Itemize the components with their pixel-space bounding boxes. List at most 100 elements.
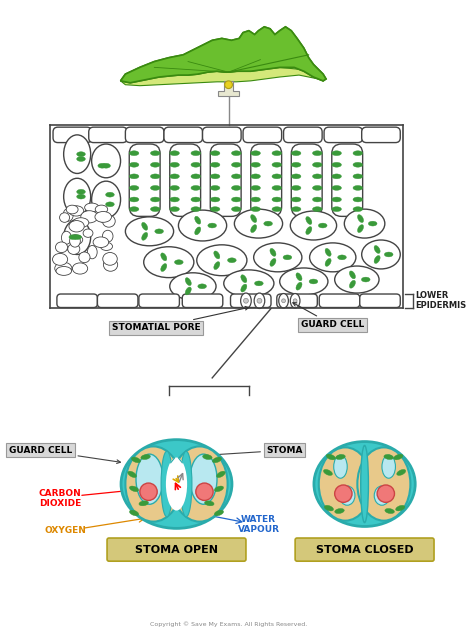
Ellipse shape	[319, 223, 327, 228]
Ellipse shape	[170, 273, 216, 300]
Ellipse shape	[93, 237, 109, 248]
Ellipse shape	[332, 207, 341, 212]
Ellipse shape	[361, 277, 370, 282]
Ellipse shape	[155, 229, 164, 234]
Ellipse shape	[63, 208, 73, 221]
Circle shape	[282, 299, 285, 303]
Ellipse shape	[272, 163, 282, 167]
Ellipse shape	[191, 174, 201, 179]
Ellipse shape	[172, 446, 228, 521]
Ellipse shape	[55, 242, 67, 253]
Ellipse shape	[70, 235, 80, 247]
FancyBboxPatch shape	[98, 294, 138, 307]
Ellipse shape	[349, 280, 356, 288]
Ellipse shape	[312, 163, 322, 167]
Ellipse shape	[129, 197, 139, 202]
Ellipse shape	[353, 197, 363, 202]
Ellipse shape	[357, 448, 410, 521]
Ellipse shape	[150, 197, 160, 202]
Ellipse shape	[210, 174, 220, 179]
Ellipse shape	[290, 211, 337, 240]
FancyBboxPatch shape	[251, 144, 282, 217]
Ellipse shape	[234, 209, 283, 238]
Ellipse shape	[264, 221, 273, 226]
Text: GUARD CELL: GUARD CELL	[293, 303, 365, 329]
Ellipse shape	[103, 253, 117, 266]
Ellipse shape	[150, 163, 160, 167]
Ellipse shape	[283, 255, 292, 260]
Ellipse shape	[251, 174, 260, 179]
Ellipse shape	[231, 197, 241, 202]
Ellipse shape	[83, 229, 93, 237]
Ellipse shape	[368, 221, 377, 226]
Ellipse shape	[326, 454, 336, 460]
Ellipse shape	[255, 281, 263, 286]
Ellipse shape	[77, 152, 85, 157]
Ellipse shape	[384, 455, 393, 460]
Ellipse shape	[292, 151, 301, 156]
Ellipse shape	[170, 197, 179, 202]
Ellipse shape	[210, 163, 220, 167]
Ellipse shape	[98, 154, 107, 159]
Ellipse shape	[129, 163, 139, 167]
Ellipse shape	[353, 186, 363, 190]
Ellipse shape	[99, 214, 110, 223]
Ellipse shape	[357, 224, 364, 233]
Ellipse shape	[332, 151, 341, 156]
Ellipse shape	[374, 486, 390, 505]
Ellipse shape	[396, 505, 405, 511]
Ellipse shape	[231, 151, 241, 156]
Ellipse shape	[161, 451, 173, 517]
Ellipse shape	[323, 469, 332, 475]
Ellipse shape	[228, 258, 236, 263]
Ellipse shape	[195, 227, 201, 235]
Ellipse shape	[251, 163, 260, 167]
Ellipse shape	[337, 255, 346, 260]
Ellipse shape	[214, 486, 224, 492]
Ellipse shape	[280, 268, 328, 295]
Ellipse shape	[70, 235, 83, 244]
Ellipse shape	[324, 505, 334, 511]
Ellipse shape	[272, 174, 282, 179]
Ellipse shape	[292, 207, 301, 212]
Ellipse shape	[69, 206, 84, 216]
Ellipse shape	[87, 209, 99, 219]
FancyBboxPatch shape	[107, 538, 246, 561]
Ellipse shape	[241, 284, 247, 292]
Ellipse shape	[335, 266, 379, 293]
Ellipse shape	[73, 263, 88, 274]
Ellipse shape	[210, 151, 220, 156]
Ellipse shape	[254, 243, 302, 272]
FancyBboxPatch shape	[182, 294, 223, 307]
Ellipse shape	[150, 151, 160, 156]
Ellipse shape	[353, 174, 363, 179]
Text: Copyright © Save My Exams. All Rights Reserved.: Copyright © Save My Exams. All Rights Re…	[150, 621, 307, 627]
Ellipse shape	[191, 163, 201, 167]
Circle shape	[225, 81, 232, 89]
Ellipse shape	[292, 197, 301, 202]
Ellipse shape	[272, 207, 282, 212]
Ellipse shape	[102, 202, 110, 207]
Ellipse shape	[64, 135, 91, 174]
Polygon shape	[120, 27, 326, 83]
Ellipse shape	[178, 210, 227, 241]
Ellipse shape	[191, 197, 201, 202]
Ellipse shape	[150, 207, 160, 212]
FancyBboxPatch shape	[89, 127, 128, 143]
Ellipse shape	[195, 216, 201, 224]
Ellipse shape	[73, 199, 82, 204]
FancyBboxPatch shape	[129, 144, 160, 217]
Circle shape	[257, 298, 262, 303]
Ellipse shape	[129, 174, 139, 179]
Ellipse shape	[292, 163, 301, 167]
Ellipse shape	[103, 258, 118, 271]
Text: CARBON
DIOXIDE: CARBON DIOXIDE	[38, 489, 81, 508]
Ellipse shape	[325, 248, 331, 257]
Ellipse shape	[170, 151, 179, 156]
Ellipse shape	[73, 235, 82, 240]
Polygon shape	[120, 68, 326, 86]
Ellipse shape	[95, 205, 108, 213]
Ellipse shape	[191, 186, 201, 190]
Ellipse shape	[292, 186, 301, 190]
Ellipse shape	[270, 258, 276, 266]
